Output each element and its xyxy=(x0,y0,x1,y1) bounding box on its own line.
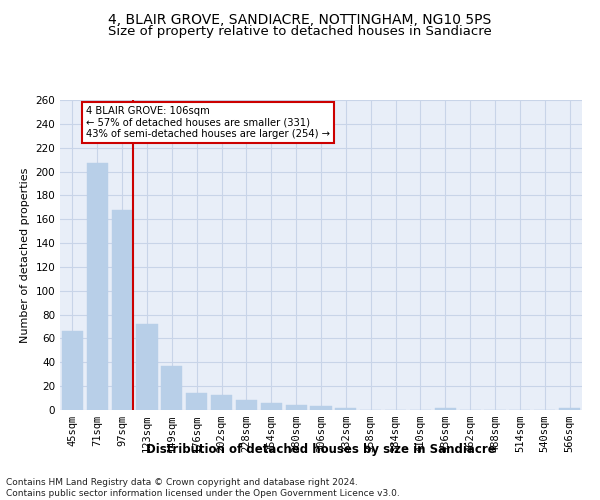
Bar xyxy=(112,210,133,410)
Bar xyxy=(286,405,307,410)
Bar xyxy=(435,408,456,410)
Text: Distribution of detached houses by size in Sandiacre: Distribution of detached houses by size … xyxy=(146,442,496,456)
Bar xyxy=(62,332,83,410)
Bar xyxy=(211,394,232,410)
Y-axis label: Number of detached properties: Number of detached properties xyxy=(20,168,30,342)
Bar xyxy=(559,408,580,410)
Text: 4, BLAIR GROVE, SANDIACRE, NOTTINGHAM, NG10 5PS: 4, BLAIR GROVE, SANDIACRE, NOTTINGHAM, N… xyxy=(109,12,491,26)
Text: Size of property relative to detached houses in Sandiacre: Size of property relative to detached ho… xyxy=(108,25,492,38)
Bar xyxy=(136,324,158,410)
Bar xyxy=(161,366,182,410)
Bar xyxy=(261,403,282,410)
Bar xyxy=(236,400,257,410)
Bar xyxy=(186,394,207,410)
Bar xyxy=(87,163,108,410)
Bar xyxy=(335,408,356,410)
Bar xyxy=(310,406,332,410)
Text: Contains HM Land Registry data © Crown copyright and database right 2024.
Contai: Contains HM Land Registry data © Crown c… xyxy=(6,478,400,498)
Text: 4 BLAIR GROVE: 106sqm
← 57% of detached houses are smaller (331)
43% of semi-det: 4 BLAIR GROVE: 106sqm ← 57% of detached … xyxy=(86,106,330,140)
